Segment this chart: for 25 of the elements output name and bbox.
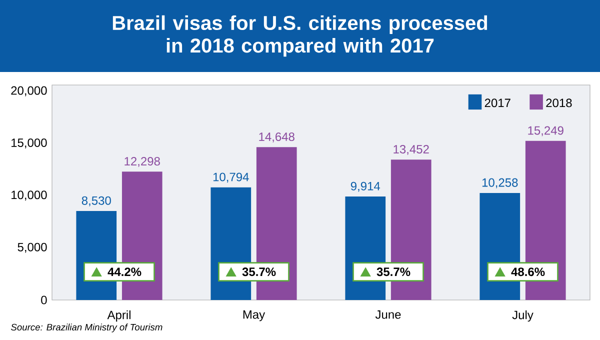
x-tick-label: April [107,310,130,322]
data-label: 15,249 [528,126,564,136]
data-label: 8,530 [82,196,111,206]
annotation: 44.2% [108,268,142,276]
annotation: 48.6% [511,268,545,276]
data-label: 10,794 [213,172,249,183]
source-note: Source: Brazilian Ministry of Tourism [10,324,162,332]
legend-label: 2017 [484,98,510,108]
annotation: 35.7% [242,268,276,276]
y-tick-label: 15,000 [12,138,47,148]
x-tick-label: July [512,310,534,322]
annotation: 35.7% [376,268,410,276]
legend-label: 2018 [546,98,572,108]
chart-title: Brazil visas for U.S. citizens processed in 2018 compared with 2017 [112,15,488,57]
x-tick-label: June [375,310,401,319]
data-label: 13,452 [394,144,429,155]
data-label: 10,258 [482,178,518,188]
x-tick-label: May [243,310,266,322]
data-label: 14,648 [259,132,294,142]
data-label: 12,298 [124,157,160,167]
y-tick-label: 5,000 [18,242,47,253]
y-tick-label: 20,000 [11,86,47,96]
y-tick-label: 10,000 [12,190,47,201]
y-tick-label: 0 [41,296,47,304]
data-label: 9,914 [350,182,380,192]
